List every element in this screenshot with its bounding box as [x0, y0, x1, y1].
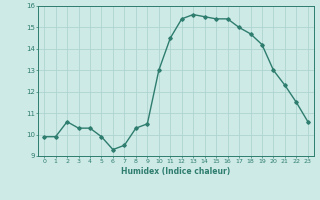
X-axis label: Humidex (Indice chaleur): Humidex (Indice chaleur) [121, 167, 231, 176]
